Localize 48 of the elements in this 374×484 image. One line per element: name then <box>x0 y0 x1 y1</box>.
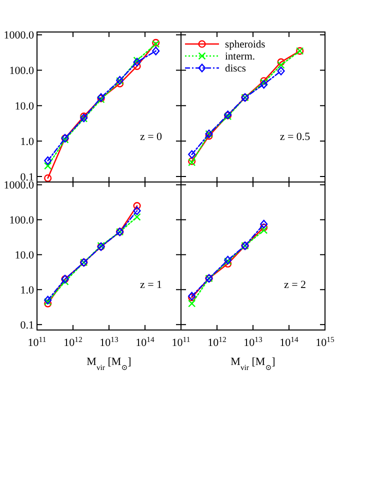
x-axis-title: M$_{vir}$ [M$_{⊙}$] <box>230 356 276 372</box>
y-tick-label: 1.0 <box>20 284 34 296</box>
x-tick-label: 10$^{13}$ <box>100 334 118 349</box>
point <box>260 226 268 234</box>
x-tick-label: 10$^{12}$ <box>64 334 82 349</box>
x-tick-label: 10$^{14}$ <box>280 334 298 349</box>
annotation: z = 0.5 <box>280 131 311 143</box>
point <box>133 213 141 221</box>
x-tick-label: 10$^{11}$ <box>28 334 46 349</box>
x-tick-label: 10$^{14}$ <box>136 334 154 349</box>
legend-label: interm. <box>225 52 256 63</box>
point <box>260 80 268 89</box>
y-tick-label: 100.0 <box>9 214 34 227</box>
point <box>152 46 160 56</box>
y-tick-label: 1000.0 <box>4 180 34 192</box>
x-tick-label: 10$^{12}$ <box>208 334 226 349</box>
point <box>44 156 52 165</box>
y-tick-label: 10.0 <box>14 250 34 262</box>
legend-label: discs <box>225 64 246 75</box>
point <box>133 206 141 216</box>
y-tick-label: 100.0 <box>9 65 34 78</box>
y-tick-label: 0.1 <box>20 319 34 332</box>
annotation: z = 0 <box>140 131 163 143</box>
point <box>133 202 141 210</box>
legend-label: spheroids <box>225 40 266 51</box>
point <box>44 162 52 170</box>
point <box>133 56 141 64</box>
y-tick-label: 1.0 <box>20 136 34 148</box>
x-tick-label: 10$^{13}$ <box>244 334 262 349</box>
point <box>277 61 285 69</box>
point <box>116 80 124 88</box>
point <box>133 62 141 70</box>
point <box>260 220 268 228</box>
y-tick-label: 10.0 <box>14 100 34 113</box>
point <box>277 58 285 66</box>
x-axis-title: M$_{vir}$ [M$_{⊙}$] <box>86 356 132 372</box>
point <box>44 174 52 182</box>
y-tick-label: 1000.0 <box>4 30 34 42</box>
point <box>277 66 285 76</box>
x-tick-label: 10$^{15}$ <box>316 334 334 349</box>
point <box>224 260 232 268</box>
annotation: z = 2 <box>284 279 306 291</box>
point <box>260 224 268 232</box>
x-tick-label: 10$^{11}$ <box>172 334 190 349</box>
point <box>188 300 196 308</box>
point <box>188 150 196 159</box>
annotation: z = 1 <box>140 279 162 291</box>
point <box>61 278 69 286</box>
